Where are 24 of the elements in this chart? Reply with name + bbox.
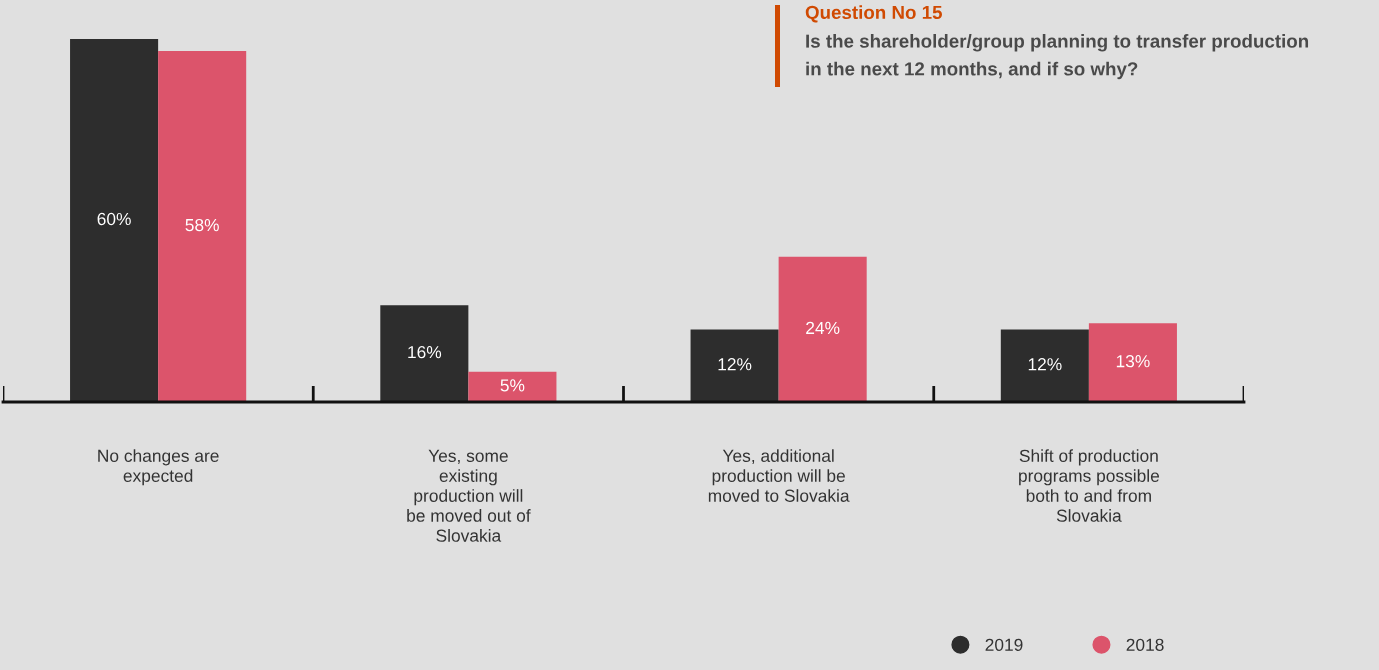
data-label: 58% xyxy=(185,218,219,232)
legend-label: 2019 xyxy=(985,638,1023,651)
data-label: 24% xyxy=(806,321,840,334)
data-label: 16% xyxy=(408,345,442,359)
chart-subtitle: Is the shareholder/group planning to transfer production in the next 12 months, and if so why? xyxy=(806,34,1309,80)
x-tick-label: Shift of production programs possible both to and from Slovakia xyxy=(1019,449,1160,522)
legend-label: 2018 xyxy=(1126,638,1164,651)
data-label: 60% xyxy=(97,212,131,226)
x-tick-label: Yes, additional production will be moved to Slovakia xyxy=(708,449,850,502)
bar xyxy=(1088,323,1177,402)
chart-title: Question No 15 xyxy=(805,5,942,23)
bar xyxy=(1000,329,1089,402)
data-label: 12% xyxy=(718,358,752,371)
bar xyxy=(70,39,159,402)
bar xyxy=(778,256,867,402)
x-tick-label: Yes, some existing production will be moved out of Slovakia xyxy=(407,449,531,542)
bar xyxy=(380,305,469,402)
data-label: 5% xyxy=(500,379,525,392)
bar xyxy=(468,371,557,402)
bar xyxy=(690,329,779,402)
bar xyxy=(158,51,247,402)
data-label: 13% xyxy=(1116,355,1150,368)
data-label: 12% xyxy=(1028,358,1062,371)
x-tick-label: No changes are expected xyxy=(98,449,219,486)
